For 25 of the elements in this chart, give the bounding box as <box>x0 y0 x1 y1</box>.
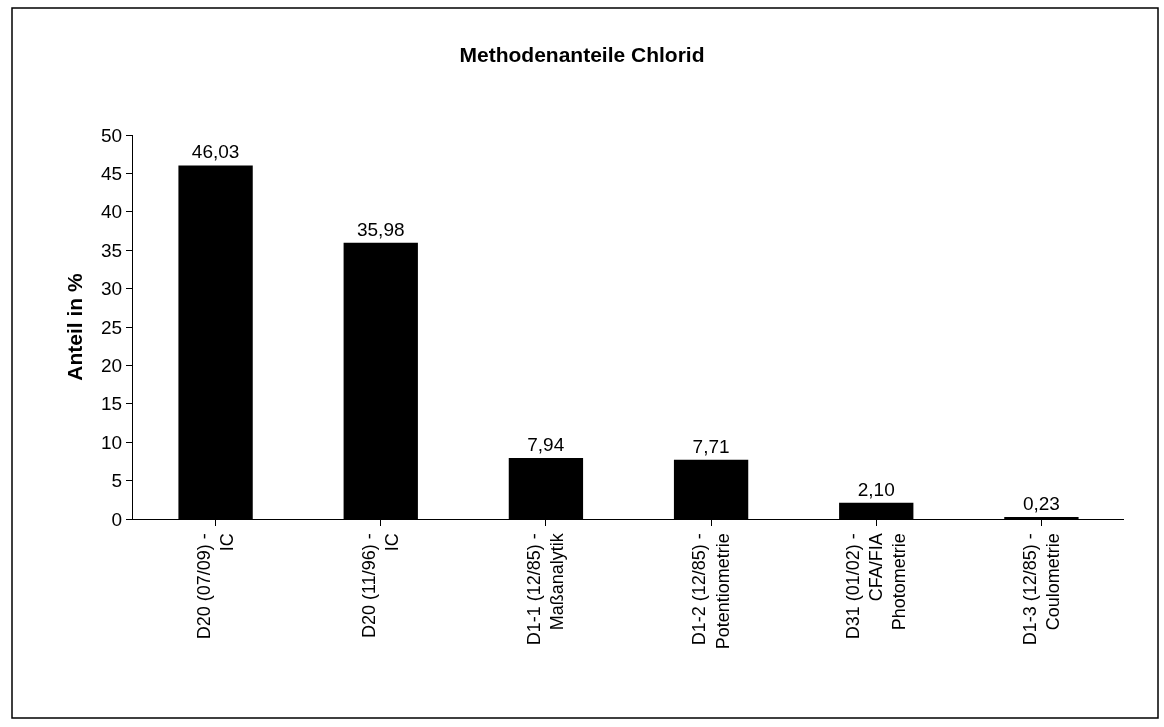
data-label: 2,10 <box>857 478 895 500</box>
data-label: 35,98 <box>356 218 405 240</box>
x-tick-label: D1-2 (12/85) - Potentiometrie <box>689 533 733 650</box>
y-tick-label: 35 <box>101 239 123 261</box>
x-tick-label: D1-1 (12/85) - Maßanalytik <box>524 532 568 646</box>
y-tick-label: 25 <box>101 316 123 338</box>
y-tick-label: 15 <box>101 393 123 415</box>
data-label: 46,03 <box>191 141 240 163</box>
y-tick-label: 45 <box>101 163 123 185</box>
x-tick-label: D20 (07/09) - IC <box>193 533 238 640</box>
chart-title: Methodenanteile Chlorid <box>459 43 705 67</box>
y-tick-label: 30 <box>101 278 123 300</box>
y-tick-label: 0 <box>111 508 123 530</box>
x-tick-label: D20 (11/96) - IC <box>358 533 403 638</box>
data-label: 0,23 <box>1022 493 1060 514</box>
y-tick-label: 5 <box>111 470 123 492</box>
x-tick-label: D31 (01/02) - CFA/FIA Photometrie <box>842 533 910 640</box>
y-axis-title: Anteil in % <box>63 273 87 381</box>
y-tick-label: 40 <box>101 201 123 223</box>
data-label: 7,71 <box>692 435 730 457</box>
y-tick-label: 20 <box>101 355 123 377</box>
data-label: 7,94 <box>527 434 565 456</box>
x-tick-label: D1-3 (12/85) - Coulometrie <box>1019 533 1063 646</box>
y-tick-label: 10 <box>101 431 123 453</box>
y-tick-label: 50 <box>101 124 123 146</box>
